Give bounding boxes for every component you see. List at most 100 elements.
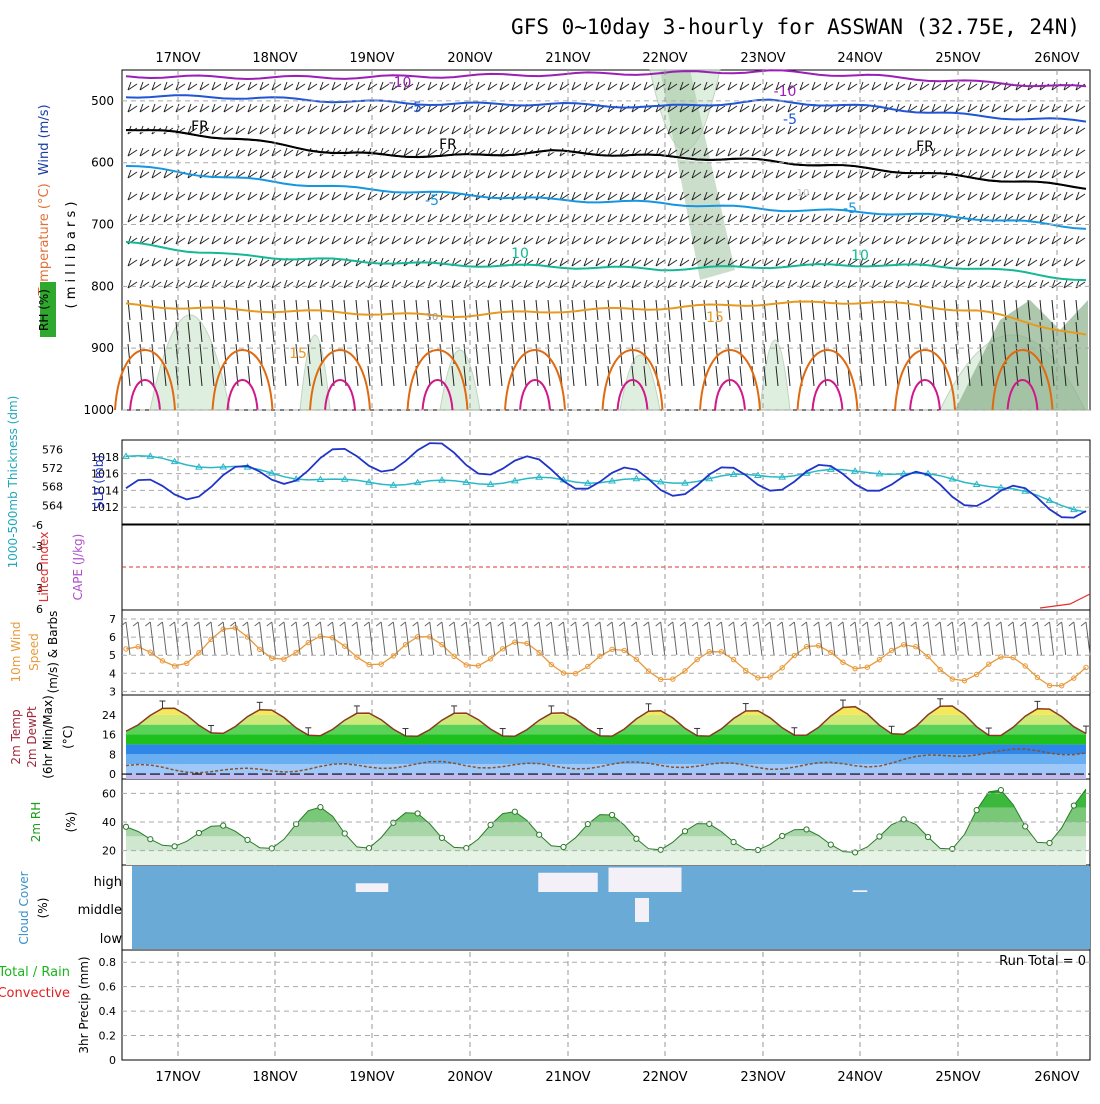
- wind-barb: [871, 321, 875, 343]
- wind-barb: [835, 213, 840, 223]
- wind-barb: [571, 83, 582, 91]
- wind-barb: [679, 83, 690, 91]
- wind-barb: [355, 171, 366, 179]
- wind-barb: [439, 191, 444, 201]
- wind-barb: [139, 281, 150, 289]
- wind-barb: [619, 127, 630, 135]
- wind-barb: [943, 321, 947, 343]
- wind10-barb: [473, 621, 479, 627]
- wind-barb: [463, 191, 468, 201]
- wind-barb: [235, 105, 246, 113]
- wind-barb: [715, 81, 720, 91]
- wind-barb: [679, 147, 684, 157]
- wind-barb: [811, 321, 815, 343]
- wind-barb: [355, 299, 359, 321]
- wind-barb: [739, 259, 750, 267]
- wind-barb: [595, 171, 606, 179]
- wind10-barb: [307, 621, 313, 656]
- wind10-point: [876, 656, 883, 663]
- wind-barb: [1039, 365, 1043, 387]
- wind-barb: [811, 147, 816, 157]
- wind-barb: [391, 193, 402, 201]
- precip-conv-label: Convective: [0, 986, 70, 1001]
- wind-barb: [895, 81, 900, 91]
- wind-barb: [223, 149, 234, 157]
- wind10-barb: [546, 621, 552, 627]
- wind-barb: [871, 81, 876, 91]
- wind-barb: [811, 83, 822, 91]
- bottom-date-label: 26NOV: [1034, 1070, 1079, 1085]
- wind-barb: [283, 81, 288, 91]
- cloud-level-label: low: [100, 932, 123, 947]
- wind-barb: [571, 105, 582, 113]
- contour-label: FR: [916, 139, 934, 155]
- wind-barb: [307, 191, 312, 201]
- wind-barb: [403, 125, 408, 135]
- isotherm-loop: [226, 379, 259, 411]
- wind-barb: [559, 169, 564, 179]
- thickness-point: [948, 475, 957, 482]
- wind-barb: [223, 83, 234, 91]
- wind-barb: [787, 259, 798, 267]
- wind-barb: [127, 147, 132, 157]
- wind-barb: [151, 365, 155, 387]
- wind-barb: [751, 81, 756, 91]
- wind-barb: [139, 83, 150, 91]
- wind-barb: [235, 81, 240, 91]
- wind-barb: [739, 191, 744, 201]
- wind10-barb: [752, 621, 759, 627]
- wind-barb: [619, 281, 630, 289]
- temp-axis-label-2: 2m DewPt: [25, 706, 39, 768]
- wind-barb: [763, 259, 774, 267]
- wind-barb: [907, 193, 918, 201]
- wind-barb: [871, 169, 876, 179]
- wind-barb: [163, 281, 174, 289]
- wind-barb: [523, 127, 534, 135]
- wind-barb: [787, 127, 798, 135]
- wind10-barb: [740, 621, 747, 627]
- wind-barb: [811, 237, 822, 245]
- wind-barb: [127, 83, 138, 91]
- wind10-barb: [186, 621, 192, 656]
- wind-barb: [979, 127, 990, 135]
- wind-barb: [655, 191, 660, 201]
- wind-barb: [1051, 127, 1062, 135]
- wind-barb: [487, 125, 492, 135]
- wind-barb: [991, 103, 996, 113]
- wind-barb: [595, 213, 600, 223]
- wind-barb: [979, 257, 984, 267]
- wind10-barb: [813, 621, 819, 627]
- wind-barb: [763, 237, 774, 245]
- wind10-barb: [400, 621, 406, 627]
- wind10-barb: [757, 621, 763, 656]
- wind-barb: [259, 171, 270, 179]
- wind-barb: [763, 193, 774, 201]
- top-date-label: 24NOV: [837, 51, 882, 66]
- rh2m-point: [779, 832, 786, 840]
- wind-barb: [343, 343, 347, 365]
- wind-barb: [1051, 299, 1055, 321]
- wind-barb: [163, 365, 167, 387]
- wind10-barb: [1068, 621, 1075, 627]
- wind-barb: [1051, 147, 1056, 157]
- wind-barb: [379, 81, 384, 91]
- wind-barb: [691, 125, 696, 135]
- wind-barb: [523, 299, 527, 321]
- wind-barb: [487, 215, 498, 223]
- wind-barb: [391, 83, 402, 91]
- wind-barb: [523, 279, 528, 289]
- contour-label: 30: [426, 312, 439, 323]
- cloud-middle-bar: [635, 898, 649, 922]
- thickness-tick-label: 568: [42, 481, 63, 494]
- wind-barb: [247, 149, 258, 157]
- wind-barb: [691, 259, 702, 267]
- wind-barb: [499, 299, 503, 321]
- wind10-point: [220, 626, 226, 632]
- wind10-barb: [959, 621, 965, 627]
- wind-barb: [403, 213, 408, 223]
- wind-barb: [967, 365, 971, 387]
- wind-barb: [811, 171, 822, 179]
- wind-barb: [223, 365, 227, 387]
- wind-barb: [571, 169, 576, 179]
